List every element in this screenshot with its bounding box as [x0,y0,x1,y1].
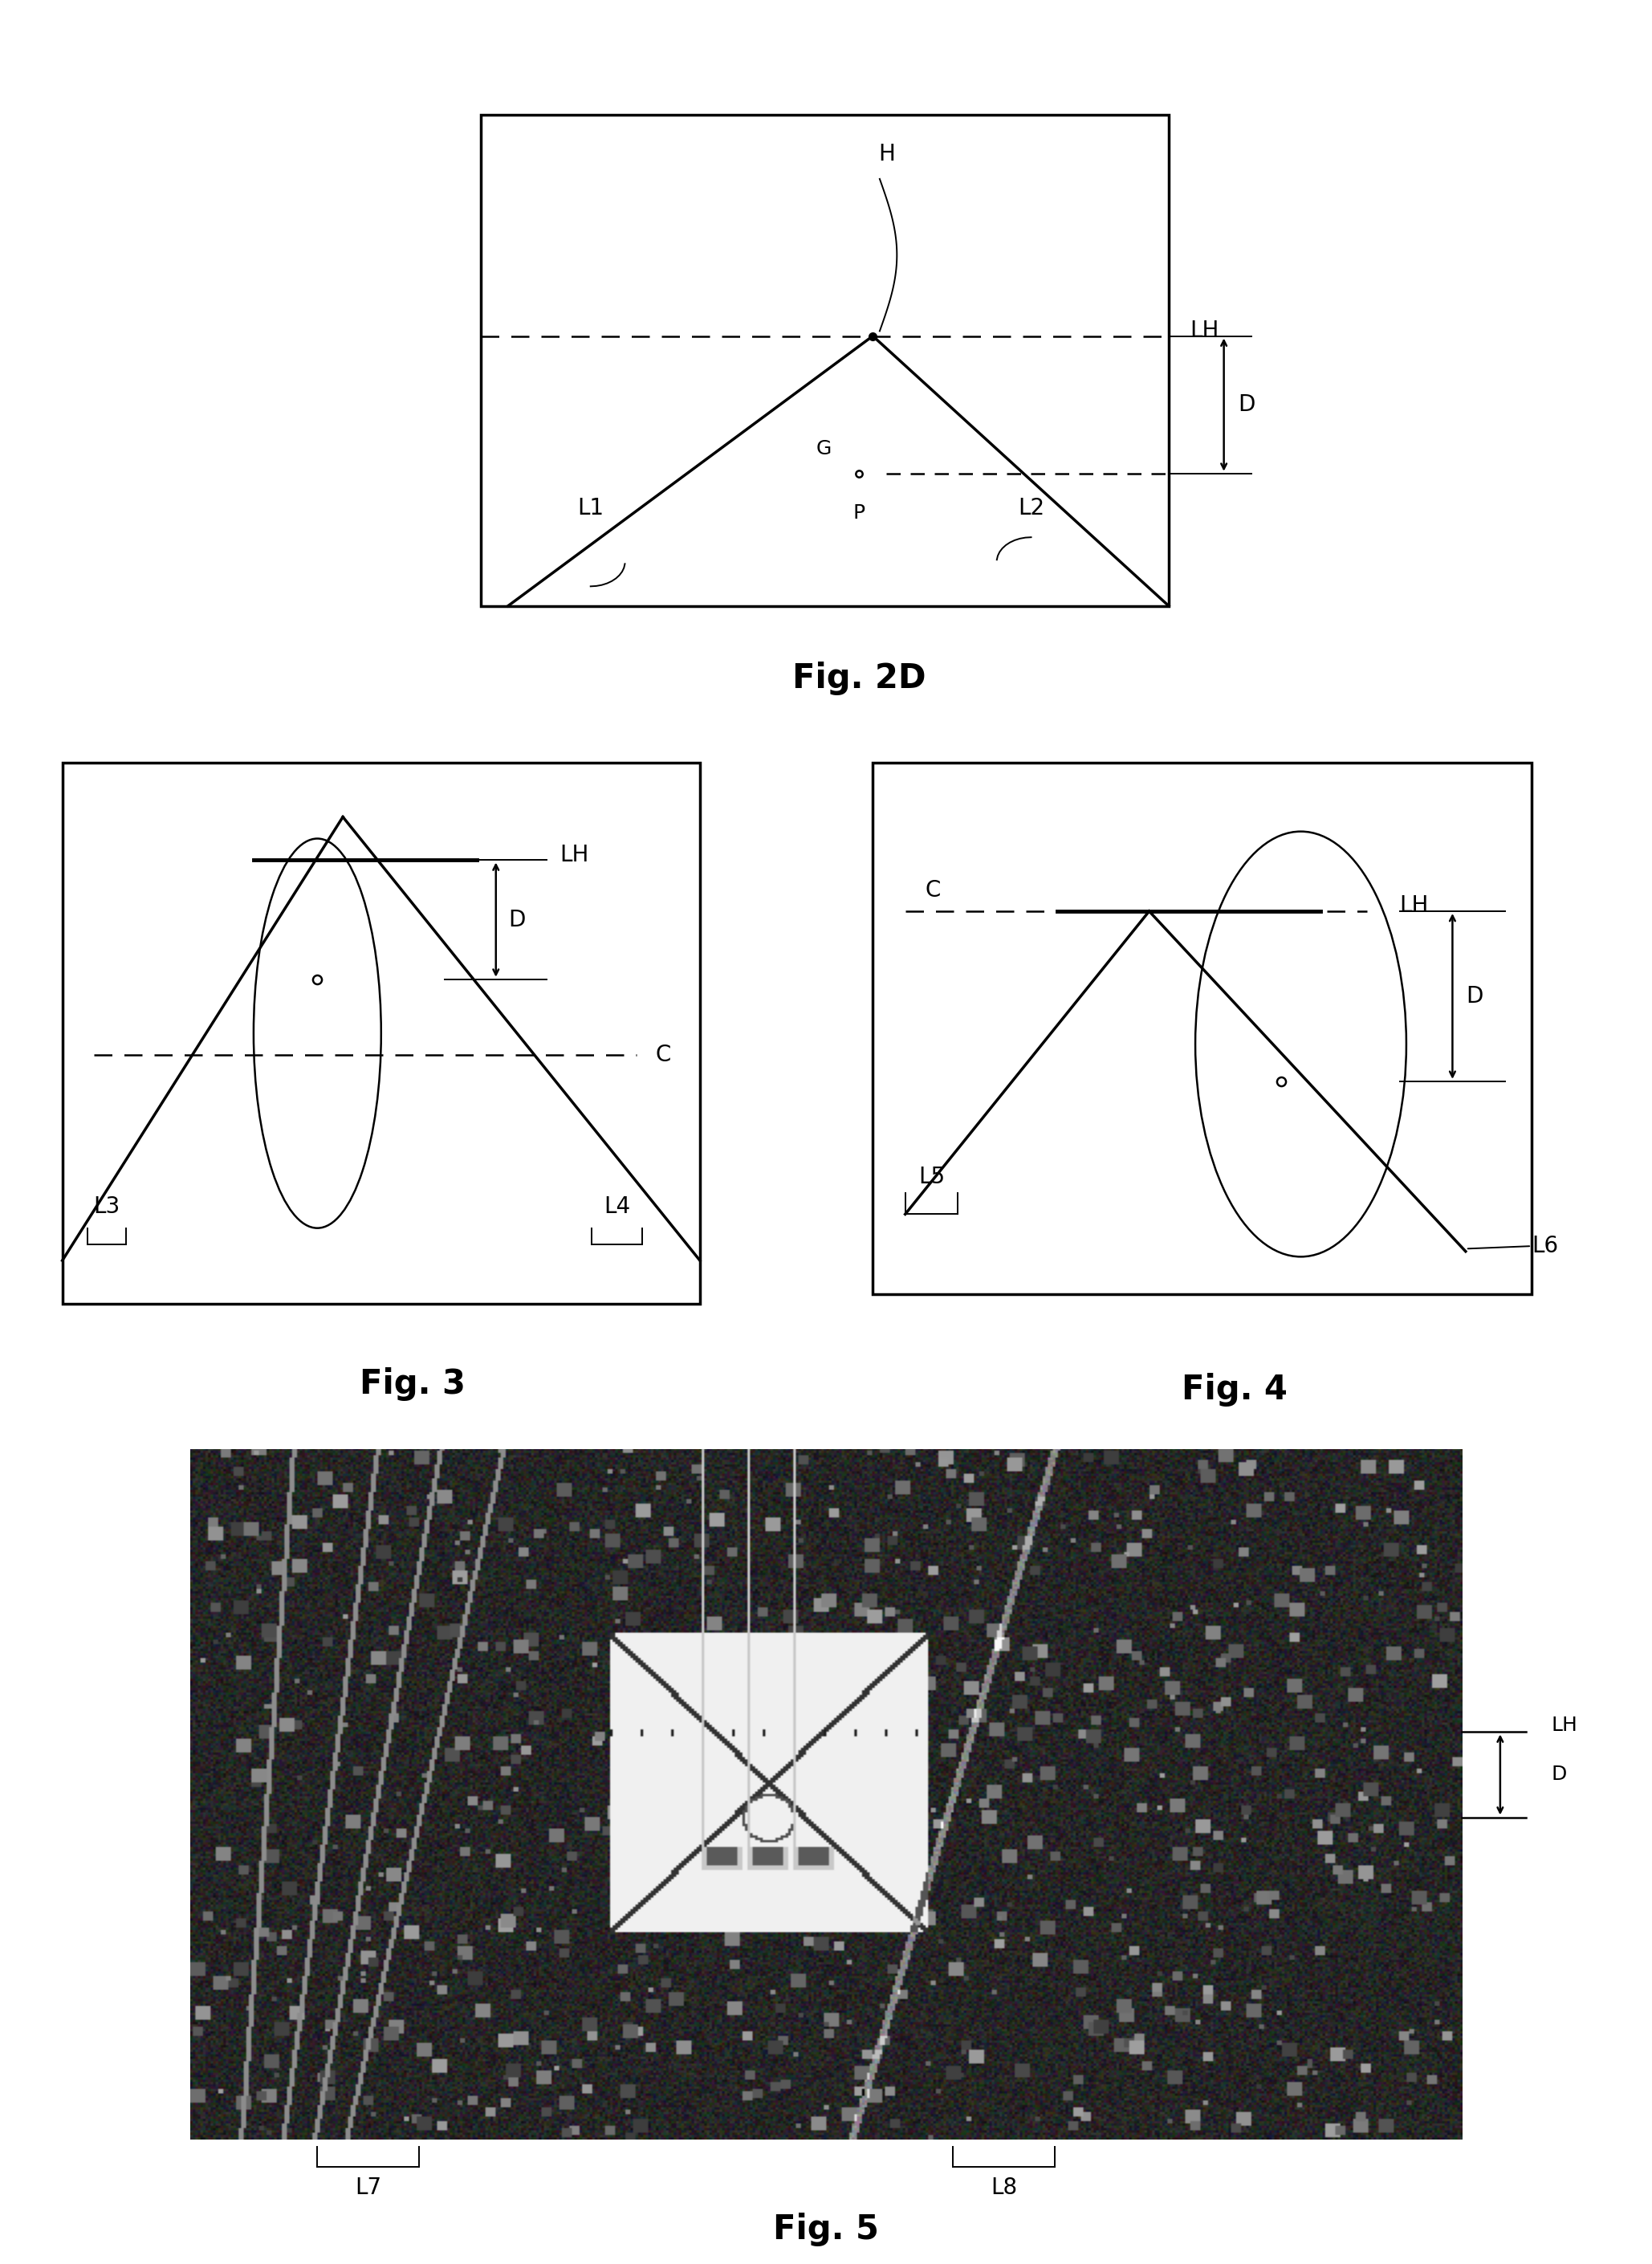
Bar [63,763,700,1304]
Text: L1: L1 [577,496,605,518]
Text: LH: LH [1189,319,1219,342]
Text: C: C [656,1044,671,1066]
Text: LH: LH [560,844,588,867]
Bar [481,115,1170,607]
Text: L3: L3 [94,1195,121,1218]
Text: H: H [879,143,895,165]
Text: Fig. 2D: Fig. 2D [793,661,925,695]
Text: D: D [1465,985,1483,1007]
Text: L8: L8 [991,2176,1018,2198]
Text: LH: LH [1399,894,1429,917]
Text: C: C [925,878,940,901]
Text: Fig. 4: Fig. 4 [1181,1372,1289,1406]
Text: L7: L7 [355,2176,382,2198]
Text: L6: L6 [1531,1234,1558,1257]
Text: G: G [816,439,831,460]
Text: L2: L2 [1018,496,1044,518]
Text: L4: L4 [603,1195,631,1218]
Text: D: D [509,908,525,931]
Text: D: D [1551,1766,1566,1784]
Text: LH: LH [1551,1716,1578,1734]
Text: Fig. 5: Fig. 5 [773,2212,879,2246]
Bar [872,763,1531,1295]
Text: L5: L5 [919,1166,945,1189]
Text: P: P [852,503,866,523]
Text: D: D [1237,394,1256,417]
Text: Fig. 3: Fig. 3 [360,1367,466,1401]
